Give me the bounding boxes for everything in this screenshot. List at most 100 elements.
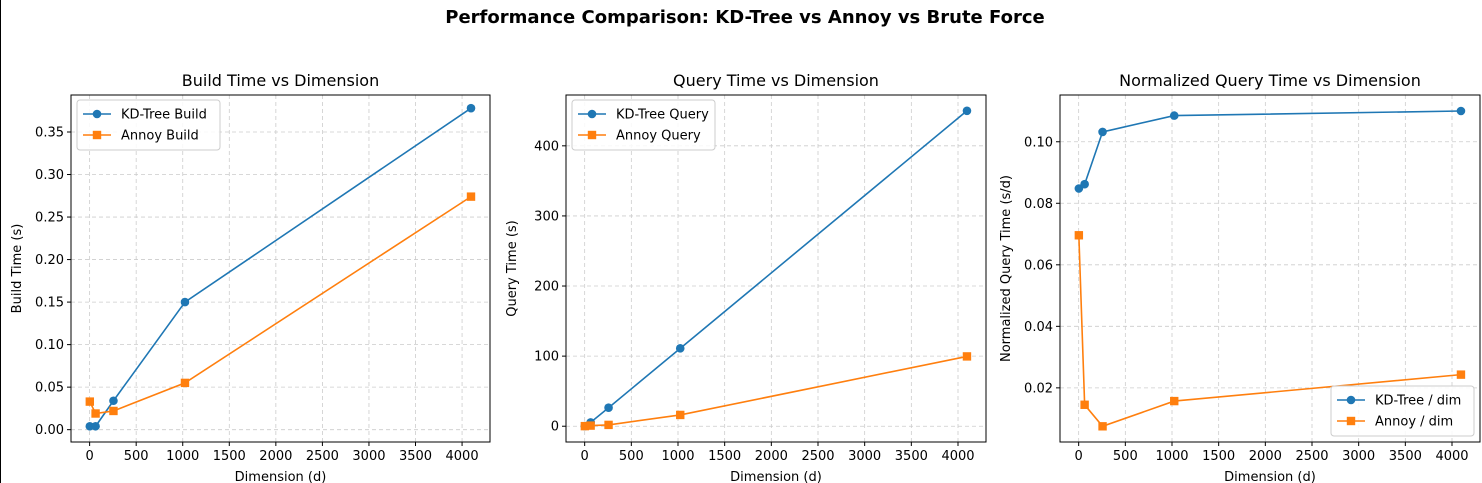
data-point bbox=[1080, 400, 1089, 409]
y-tick-label: 0.02 bbox=[1024, 381, 1053, 396]
data-point bbox=[466, 192, 476, 201]
data-point bbox=[91, 409, 100, 418]
x-axis-label: Dimension (d) bbox=[235, 470, 327, 483]
legend: KD-Tree / dim Annoy / dim bbox=[1330, 385, 1475, 437]
build-time-chart: Build Time vs Dimension Dimension (d) Bu… bbox=[10, 71, 491, 483]
y-tick-label: 0.08 bbox=[1024, 197, 1053, 212]
y-tick-label: 0.10 bbox=[35, 338, 64, 353]
legend: KD-Tree Build Annoy Build bbox=[76, 99, 221, 151]
legend-label: KD-Tree Build bbox=[121, 108, 207, 123]
series-line bbox=[584, 110, 968, 427]
y-tick-label: 0.35 bbox=[35, 125, 64, 140]
x-tick-label: 500 bbox=[619, 449, 644, 464]
x-tick-label: 3500 bbox=[399, 449, 432, 464]
x-axis-label: Dimension (d) bbox=[730, 470, 822, 483]
y-tick-label: 0.15 bbox=[35, 296, 64, 311]
x-tick-label: 0 bbox=[1075, 449, 1083, 464]
data-point bbox=[109, 396, 118, 406]
data-point bbox=[1080, 179, 1089, 189]
data-point bbox=[676, 410, 685, 420]
legend-marker bbox=[92, 130, 102, 140]
data-point bbox=[85, 397, 95, 406]
legend-label: Annoy / dim bbox=[1375, 415, 1453, 430]
figure-title: Performance Comparison: KD-Tree vs Annoy… bbox=[445, 7, 1044, 28]
y-tick-label: 0.20 bbox=[35, 253, 64, 268]
x-tick-label: 2500 bbox=[1295, 449, 1328, 464]
x-axis-label: Dimension (d) bbox=[1224, 470, 1316, 483]
y-axis-label: Normalized Query Time (s/d) bbox=[999, 175, 1014, 362]
plot-area: 0 500 1000 1500 2000 2500 3000 3500 4000 0 100 200 3… bbox=[534, 94, 987, 464]
x-tick-label: 1500 bbox=[213, 449, 246, 464]
normalized-query-time-chart: Normalized Query Time vs Dimension Dimen… bbox=[999, 71, 1481, 483]
legend-marker bbox=[1346, 416, 1356, 426]
x-tick-label: 3500 bbox=[1389, 449, 1422, 464]
x-tick-label: 1000 bbox=[166, 449, 199, 464]
legend-box bbox=[571, 99, 716, 151]
x-tick-label: 0 bbox=[581, 449, 589, 464]
legend-marker bbox=[587, 109, 597, 119]
data-point bbox=[180, 297, 190, 307]
data-point bbox=[1170, 396, 1179, 406]
y-tick-label: 100 bbox=[534, 350, 559, 365]
x-tick-label: 2000 bbox=[1249, 449, 1282, 464]
data-point bbox=[675, 344, 685, 353]
y-tick-label: 0.05 bbox=[35, 381, 64, 396]
data-point bbox=[1098, 127, 1107, 137]
y-tick-label: 0 bbox=[551, 420, 559, 435]
window-edge bbox=[0, 0, 1, 483]
x-tick-label: 2000 bbox=[259, 449, 292, 464]
y-tick-label: 0.06 bbox=[1024, 258, 1053, 273]
legend-label: Annoy Build bbox=[121, 129, 199, 144]
data-point bbox=[1074, 231, 1084, 240]
x-tick-label: 2000 bbox=[755, 449, 788, 464]
data-point bbox=[962, 106, 972, 116]
data-point bbox=[580, 421, 590, 431]
series-line bbox=[89, 195, 472, 415]
data-point bbox=[91, 421, 100, 431]
series-line bbox=[584, 355, 968, 427]
x-tick-label: 2500 bbox=[801, 449, 834, 464]
x-tick-label: 4000 bbox=[446, 449, 479, 464]
x-tick-label: 1500 bbox=[1202, 449, 1235, 464]
x-tick-label: 3000 bbox=[1342, 449, 1375, 464]
legend-label: KD-Tree / dim bbox=[1375, 394, 1461, 409]
y-tick-label: 0.10 bbox=[1024, 135, 1053, 150]
chart-title: Build Time vs Dimension bbox=[182, 71, 379, 90]
x-tick-label: 3000 bbox=[848, 449, 881, 464]
y-tick-label: 300 bbox=[534, 209, 559, 224]
data-point bbox=[1456, 106, 1466, 116]
x-tick-label: 4000 bbox=[941, 449, 974, 464]
axes-frame bbox=[565, 94, 987, 443]
chart-title: Normalized Query Time vs Dimension bbox=[1119, 71, 1421, 90]
legend-marker bbox=[1346, 395, 1356, 405]
data-point bbox=[109, 406, 118, 416]
legend-label: KD-Tree Query bbox=[616, 108, 709, 123]
y-axis-label: Query Time (s) bbox=[505, 220, 520, 317]
x-tick-label: 0 bbox=[85, 449, 93, 464]
x-tick-label: 1000 bbox=[661, 449, 694, 464]
x-tick-label: 2500 bbox=[306, 449, 339, 464]
y-axis-label: Build Time (s) bbox=[10, 224, 25, 314]
data-point bbox=[1098, 422, 1107, 431]
data-point bbox=[1169, 111, 1179, 120]
y-tick-label: 0.04 bbox=[1024, 320, 1053, 335]
legend-marker bbox=[92, 109, 102, 119]
x-tick-label: 3500 bbox=[895, 449, 928, 464]
data-point bbox=[586, 421, 595, 430]
y-tick-label: 0.25 bbox=[35, 211, 64, 226]
data-point bbox=[962, 352, 972, 361]
query-time-chart: Query Time vs Dimension Dimension (d) Qu… bbox=[505, 71, 987, 483]
legend-marker bbox=[587, 130, 597, 140]
x-tick-label: 1500 bbox=[708, 449, 741, 464]
x-tick-label: 500 bbox=[124, 449, 149, 464]
y-tick-label: 400 bbox=[534, 139, 559, 154]
series-line bbox=[89, 107, 472, 428]
data-point bbox=[604, 420, 613, 430]
legend-box bbox=[76, 99, 221, 151]
legend-label: Annoy Query bbox=[616, 129, 701, 144]
plot-area: 0 500 1000 1500 2000 2500 3000 3500 4000 0.00 0.05… bbox=[35, 94, 491, 464]
axes-frame bbox=[1059, 94, 1481, 443]
x-tick-label: 500 bbox=[1113, 449, 1138, 464]
legend-box bbox=[1330, 385, 1475, 437]
data-point bbox=[604, 403, 613, 413]
